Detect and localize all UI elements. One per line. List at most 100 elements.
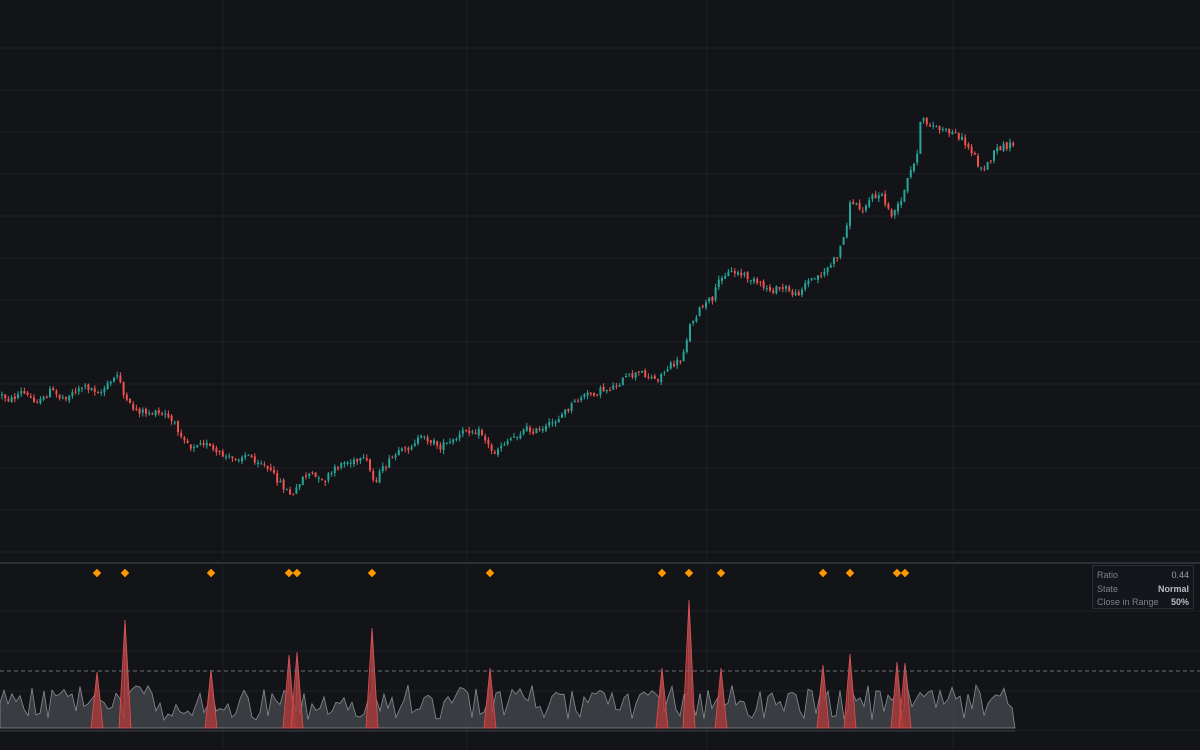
candle-body: [797, 291, 800, 296]
candle-body: [695, 317, 698, 322]
candle-body: [545, 426, 547, 431]
candle-body: [634, 372, 637, 378]
candle-body: [941, 128, 944, 130]
candle-body: [737, 272, 739, 275]
candle-body: [36, 401, 39, 403]
candle-body: [740, 272, 743, 276]
candle-body: [260, 463, 263, 465]
candle-body: [989, 160, 992, 162]
candle-body: [369, 459, 371, 471]
candle-body: [417, 437, 419, 444]
candle-body: [785, 286, 787, 289]
candle-body: [759, 281, 762, 283]
candle-body: [954, 132, 957, 134]
candle-body: [836, 257, 839, 259]
candle-body: [829, 265, 832, 268]
candle-body: [826, 267, 829, 273]
candle-body: [676, 359, 679, 366]
candle-body: [308, 473, 311, 477]
candle-body: [346, 462, 349, 465]
candle-body: [301, 476, 304, 485]
candle-body: [295, 487, 298, 494]
candle-body: [589, 392, 592, 395]
candle-body: [807, 280, 810, 285]
candle-body: [977, 155, 979, 167]
candle-body: [433, 440, 435, 444]
info-value: Normal: [1157, 583, 1189, 594]
candle-body: [375, 480, 378, 482]
candle-body: [916, 153, 919, 163]
candle-body: [833, 257, 835, 264]
candle-body: [516, 436, 519, 438]
candle-body: [413, 443, 416, 446]
candle-body: [929, 125, 931, 127]
candle-body: [103, 388, 106, 393]
signal-marker-diamond: [206, 568, 216, 578]
candle-body: [17, 394, 19, 398]
candle-body: [599, 387, 602, 395]
candle-body: [282, 479, 285, 490]
volume-spike: [282, 654, 296, 729]
candle-body: [442, 442, 445, 451]
candle-body: [573, 400, 576, 402]
candle-body: [132, 403, 135, 410]
candle-body: [970, 146, 973, 154]
signal-marker-diamond: [892, 568, 902, 578]
candle-body: [775, 286, 778, 294]
candle-body: [477, 428, 480, 436]
candle-body: [967, 144, 970, 148]
candle-body: [529, 427, 531, 432]
candle-body: [161, 413, 163, 415]
candle-body: [794, 292, 797, 295]
candle-body: [586, 392, 589, 396]
info-row-close-in-range: Close in Range 50%: [1097, 596, 1189, 610]
candle-body: [554, 421, 557, 424]
candle-body: [881, 194, 883, 196]
candle-body: [714, 287, 717, 300]
candle-body: [877, 195, 880, 199]
candle-body: [861, 210, 864, 212]
candle-body: [753, 278, 755, 282]
candle-body: [221, 451, 224, 457]
candle-body: [596, 394, 599, 396]
candle-body: [452, 439, 455, 443]
candle-body: [471, 431, 474, 433]
candle-body: [202, 442, 205, 445]
candle-body: [359, 458, 362, 461]
candle-body: [234, 459, 237, 460]
candle-body: [145, 408, 147, 414]
candle-body: [932, 125, 935, 127]
volume-spike: [890, 661, 904, 729]
candle-body: [593, 392, 595, 396]
signal-marker-diamond: [657, 568, 667, 578]
candle-body: [845, 225, 848, 238]
candle-body: [7, 398, 10, 401]
candle-body: [615, 385, 618, 387]
candle-body: [682, 351, 685, 362]
candle-body: [20, 391, 23, 394]
candle-body: [1005, 142, 1008, 149]
candle-body: [276, 473, 279, 483]
candle-body: [724, 275, 727, 279]
candle-body: [468, 430, 471, 434]
candle-body: [45, 396, 48, 399]
signal-marker-diamond: [92, 568, 102, 578]
candle-body: [42, 397, 45, 400]
volume-spike: [365, 627, 379, 729]
candle-body: [429, 440, 432, 443]
candle-body: [273, 469, 275, 473]
candle-body: [625, 376, 627, 378]
candle-body: [461, 429, 464, 434]
candle-body: [897, 203, 899, 212]
candle-body: [474, 432, 477, 435]
candle-body: [509, 438, 512, 440]
candle-body: [525, 426, 528, 431]
candle-body: [180, 432, 183, 437]
candle-body: [279, 481, 282, 483]
candle-body: [679, 360, 682, 362]
candle-body: [490, 444, 493, 451]
candle-body: [849, 202, 851, 226]
volume-spike: [204, 669, 218, 729]
